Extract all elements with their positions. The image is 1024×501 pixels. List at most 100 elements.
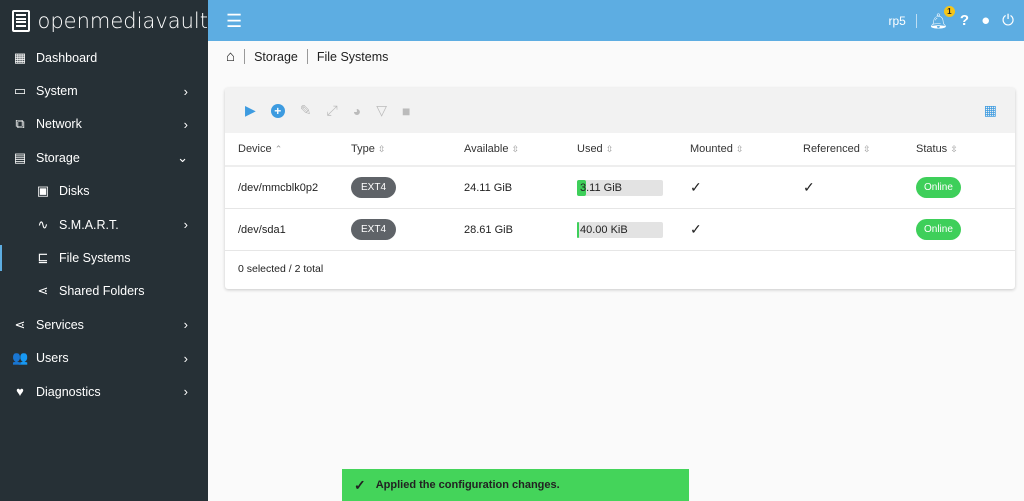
logo-icon (12, 9, 30, 32)
chevron-icon: › (183, 83, 188, 99)
notification-badge: 1 (943, 5, 955, 17)
home-icon[interactable]: ⌂ (226, 48, 236, 65)
status-cell: Online (903, 219, 1016, 240)
play-icon[interactable]: ▶ (245, 102, 256, 118)
menu-icon[interactable]: ☰ (226, 11, 243, 31)
column-label: Used (577, 143, 603, 155)
column-label: Referenced (803, 143, 860, 155)
column-label: Mounted (690, 143, 733, 155)
quota-icon[interactable]: ◕ (352, 102, 362, 119)
app-title: openmediavault (37, 8, 209, 33)
check-icon: ✓ (354, 476, 366, 493)
sort-icon: ⇳ (511, 144, 520, 154)
sort-icon: ⌃ (274, 144, 283, 154)
edit-icon[interactable]: ✎ (299, 102, 312, 118)
table-row[interactable]: /dev/sda1 EXT4 28.61 GiB 40.00 KiB ✓ Onl… (225, 209, 1015, 251)
users-icon: 👥 (12, 350, 29, 366)
bell-icon[interactable]: 🔔︎ 1 (929, 5, 955, 30)
user-icon[interactable]: ● (981, 12, 991, 29)
table-header: Device ⌃ Type ⇳ Available ⇳ Used ⇳ Mounted ⇳… (225, 133, 1015, 167)
column-label: Type (351, 143, 375, 155)
available-cell: 28.61 GiB (464, 223, 513, 236)
toolbar: ▶ + ✎ ⤢ ◕ ▽ ■ ▦ (225, 88, 1015, 133)
table-row[interactable]: /dev/mmcblk0p2 EXT4 24.11 GiB 3.11 GiB ✓… (225, 167, 1015, 209)
stop-icon[interactable]: ■ (401, 102, 411, 119)
power-icon[interactable]: ⏻ (1002, 12, 1014, 29)
sidebar-item-label: Services (36, 317, 84, 332)
username[interactable]: rp5 (889, 13, 917, 28)
column-label: Available (464, 143, 509, 155)
network-icon: ⧉ (15, 116, 25, 132)
sidebar-item-services[interactable]: ⋖ Services › (0, 308, 208, 341)
column-header-available[interactable]: Available ⇳ (451, 143, 564, 155)
column-label: Status (916, 143, 948, 155)
sidebar-item-system[interactable]: ▭ System › (0, 74, 208, 107)
device-cell: /dev/mmcblk0p2 (238, 181, 319, 194)
sidebar-item-disks[interactable]: ▣ Disks (0, 175, 208, 208)
resize-icon[interactable]: ⤢ (326, 102, 338, 118)
logo[interactable]: openmediavault (0, 0, 208, 41)
used-progress: 40.00 KiB (577, 221, 663, 238)
sidebar-item-label: File Systems (59, 251, 131, 266)
help-icon[interactable]: ? (959, 12, 970, 29)
status-cell: Online (903, 177, 1016, 198)
status-badge: Online (916, 177, 961, 198)
chevron-icon: › (183, 384, 188, 400)
topbar: ☰ rp5 🔔︎ 1 ? ● ⏻ (208, 0, 1024, 41)
mounted-check-icon: ✓ (690, 179, 702, 195)
sidebar-item-label: Storage (36, 150, 80, 165)
breadcrumb-storage[interactable]: Storage (254, 49, 298, 64)
type-cell: EXT4 (338, 177, 451, 198)
sidebar-item-label: Dashboard (36, 50, 98, 65)
used-progress: 3.11 GiB (577, 179, 663, 196)
filter-icon[interactable]: ▽ (376, 102, 387, 118)
sidebar-item-shared-folders[interactable]: ⋖ Shared Folders (0, 275, 208, 308)
used-value: 3.11 GiB (580, 181, 622, 194)
breadcrumb-file-systems: File Systems (316, 49, 389, 64)
share-icon: ⋖ (14, 316, 26, 332)
sort-icon: ⇳ (605, 144, 614, 154)
disk-icon: ▣ (36, 183, 50, 199)
sidebar-item-s-m-a-r-t[interactable]: ∿ S.M.A.R.T. › (0, 208, 208, 241)
grid-icon: ▦ (13, 49, 27, 65)
sidebar-item-label: Shared Folders (59, 284, 145, 299)
column-header-referenced[interactable]: Referenced ⇳ (790, 143, 903, 155)
sidebar-item-file-systems[interactable]: ⊑ File Systems (0, 241, 208, 274)
toast-message: Applied the configuration changes. (375, 479, 560, 491)
laptop-icon: ▭ (13, 83, 27, 99)
sort-icon: ⇳ (377, 144, 386, 154)
sort-icon: ⇳ (862, 144, 871, 154)
available-cell: 24.11 GiB (464, 181, 513, 194)
sidebar-item-label: S.M.A.R.T. (59, 217, 119, 232)
sidebar-item-storage[interactable]: ▤ Storage ⌄ (0, 141, 208, 174)
file-systems-card: ▶ + ✎ ⤢ ◕ ▽ ■ ▦ Device ⌃ Type ⇳ Available … (225, 88, 1015, 289)
sidebar-item-label: Disks (59, 184, 90, 199)
table-footer: 0 selected / 2 total (238, 263, 324, 275)
type-cell: EXT4 (338, 219, 451, 240)
add-icon[interactable]: + (270, 103, 285, 118)
toast: ✓ Applied the configuration changes. (342, 469, 689, 501)
column-header-status[interactable]: Status ⇳ (903, 143, 1016, 155)
type-badge: EXT4 (351, 219, 397, 240)
sidebar-item-users[interactable]: 👥 Users › (0, 342, 208, 375)
sidebar-item-label: Users (36, 351, 69, 366)
sort-icon: ⇳ (735, 144, 744, 154)
columns-icon[interactable]: ▦ (983, 102, 997, 118)
column-header-device[interactable]: Device ⌃ (225, 143, 338, 155)
column-header-mounted[interactable]: Mounted ⇳ (677, 143, 790, 155)
sidebar-item-label: Network (36, 117, 82, 132)
file-tree-icon: ⊑ (37, 250, 49, 266)
chevron-icon: › (183, 116, 188, 132)
sidebar-item-diagnostics[interactable]: ♥ Diagnostics › (0, 375, 208, 408)
sidebar-item-label: System (36, 84, 78, 99)
heart-pulse-icon: ♥ (16, 384, 24, 400)
sidebar-item-network[interactable]: ⧉ Network › (0, 108, 208, 141)
used-cell: 40.00 KiB (564, 221, 677, 238)
pulse-icon: ∿ (37, 216, 49, 232)
used-cell: 3.11 GiB (564, 179, 677, 196)
column-header-type[interactable]: Type ⇳ (338, 143, 451, 155)
status-badge: Online (916, 219, 961, 240)
sidebar-item-dashboard[interactable]: ▦ Dashboard (0, 41, 208, 74)
chevron-icon: ⌄ (177, 149, 188, 165)
column-header-used[interactable]: Used ⇳ (564, 143, 677, 155)
